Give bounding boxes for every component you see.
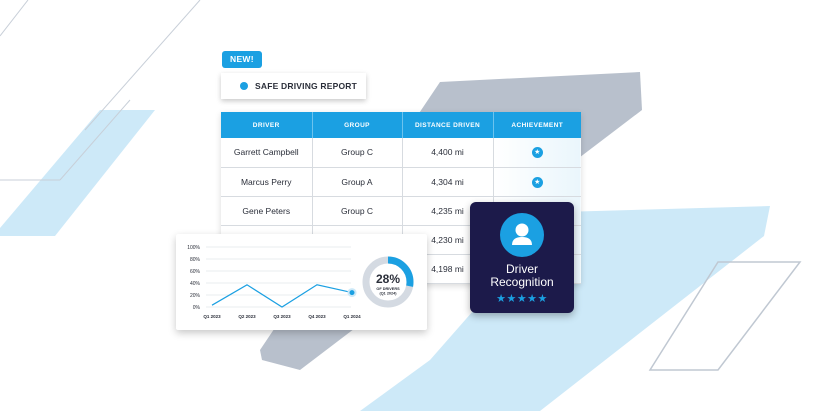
y-tick-label: 0%	[193, 305, 201, 311]
donut-caption-line1: OF DRIVERS	[376, 287, 400, 291]
bullet-dot-icon	[240, 82, 248, 90]
cell-distance: 4,400 mi	[402, 138, 494, 168]
donut-value-label: 28%	[376, 272, 400, 286]
new-badge: NEW!	[222, 51, 262, 68]
column-header-achievement[interactable]: ACHIEVEMENT	[493, 112, 581, 138]
driver-recognition-card[interactable]: Driver Recognition ★★★★★	[470, 202, 574, 313]
y-tick-label: 100%	[187, 245, 200, 251]
line-chart: 100% 80% 60% 40% 20% 0%Q1 2023 Q2 2023 Q3 2023 Q…	[187, 245, 414, 319]
x-tick-label: Q4 2023	[308, 314, 326, 319]
data-point	[349, 290, 355, 296]
column-header-driver[interactable]: DRIVER	[221, 112, 313, 138]
cell-driver: Gene Peters	[221, 196, 313, 226]
y-tick-label: 40%	[190, 281, 201, 287]
bg-line-left-diag	[59, 99, 131, 181]
y-tick-label: 80%	[190, 257, 201, 263]
y-tick-label: 20%	[190, 293, 201, 299]
bg-light-blue-shape-left	[0, 110, 155, 236]
series-line	[211, 284, 353, 308]
report-title: SAFE DRIVING REPORT	[255, 81, 358, 91]
cell-group: Group C	[312, 138, 403, 168]
x-tick-label: Q1 2023	[203, 314, 221, 319]
x-tick-label: Q2 2023	[238, 314, 256, 319]
table-row[interactable]: Garrett Campbell Group C 4,400 mi ★	[221, 138, 581, 168]
safe-driving-report-card[interactable]: SAFE DRIVING REPORT	[221, 73, 366, 99]
cell-group: Group C	[312, 196, 403, 226]
cell-driver: Marcus Perry	[221, 167, 313, 197]
donut-caption-line2: (Q1 2024)	[379, 292, 397, 296]
x-tick-label: Q1 2024	[343, 314, 361, 319]
cell-achievement: ★	[493, 138, 581, 168]
user-icon	[512, 223, 532, 245]
column-header-distance[interactable]: DISTANCE DRIVEN	[402, 112, 494, 138]
table-header-row: DRIVER GROUP DISTANCE DRIVEN ACHIEVEMENT	[221, 112, 581, 138]
table-row[interactable]: Marcus Perry Group A 4,304 mi ★	[221, 167, 581, 197]
bg-outline-shape	[648, 261, 802, 371]
cell-achievement: ★	[493, 167, 581, 197]
rating-stars-icon: ★★★★★	[496, 293, 548, 305]
driver-title-line2: Recognition	[490, 275, 554, 289]
avatar	[500, 213, 544, 257]
driver-title-line1: Driver	[506, 262, 538, 276]
driver-recognition-title: Driver Recognition	[470, 263, 574, 289]
y-tick-label: 60%	[190, 269, 201, 275]
donut-arc	[362, 256, 414, 308]
achievement-star-icon: ★	[531, 147, 543, 159]
cell-group: Group A	[312, 167, 403, 197]
cell-driver: Garrett Campbell	[221, 138, 313, 168]
column-header-group[interactable]: GROUP	[312, 112, 403, 138]
bg-line-top	[84, 0, 201, 131]
x-tick-label: Q3 2023	[273, 314, 291, 319]
cell-distance: 4,304 mi	[402, 167, 494, 197]
trend-chart-card: 100% 80% 60% 40% 20% 0% Q1 2023 Q2 2023 Q3 2023 Q…	[176, 234, 427, 330]
bg-line-topleft	[0, 0, 29, 37]
achievement-star-icon: ★	[531, 176, 543, 188]
